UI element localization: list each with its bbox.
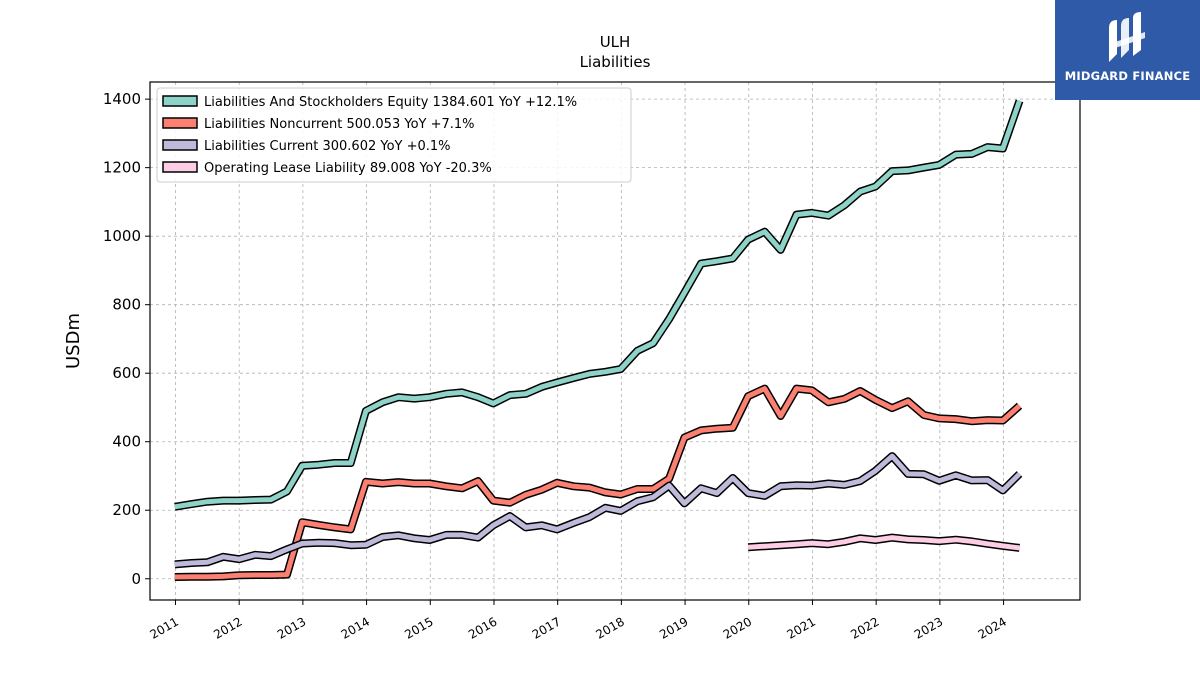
x-tick-label: 2013 [275, 614, 308, 641]
legend-label: Liabilities Noncurrent 500.053 YoY +7.1% [204, 117, 475, 132]
y-tick-label: 400 [112, 433, 141, 451]
y-tick-label: 1200 [103, 159, 141, 177]
x-tick-label: 2021 [785, 614, 818, 641]
legend-swatch [162, 95, 198, 107]
x-tick-label: 2023 [912, 614, 945, 641]
y-axis-label: USDm [63, 313, 84, 369]
brand-name: MIDGARD FINANCE [1064, 69, 1191, 83]
series-line [174, 386, 1022, 580]
x-tick-label: 2022 [848, 614, 881, 641]
x-tick-label: 2015 [402, 614, 435, 641]
y-tick-label: 600 [112, 364, 141, 382]
brand-mark-icon [1109, 12, 1145, 62]
legend-label: Operating Lease Liability 89.008 YoY -20… [204, 161, 492, 176]
legend-swatch [162, 117, 198, 129]
x-tick-label: 2017 [530, 614, 563, 641]
y-tick-label: 800 [112, 296, 141, 314]
y-tick-label: 200 [112, 501, 141, 519]
x-tick-label: 2012 [211, 614, 244, 641]
y-tick-label: 1000 [103, 227, 141, 245]
x-tick-label: 2024 [976, 614, 1009, 641]
x-tick-label: 2016 [466, 614, 499, 641]
legend-swatch [162, 161, 198, 173]
chart-title: ULH [600, 33, 631, 51]
series-group [174, 99, 1024, 581]
chart-subtitle: Liabilities [580, 53, 651, 71]
x-tick-label: 2018 [593, 614, 626, 641]
y-tick-label: 0 [131, 570, 141, 588]
series-line [174, 453, 1022, 567]
brand-logo: MIDGARD FINANCE [1055, 0, 1200, 100]
x-tick-label: 2019 [657, 614, 690, 641]
series-line [174, 99, 1022, 510]
x-axis: 2011 2012 2013 2014 2015 2016 2017 2018 2019 2020… [148, 600, 1009, 642]
x-tick-label: 2014 [339, 614, 372, 641]
legend-label: Liabilities Current 300.602 YoY +0.1% [204, 139, 451, 154]
series-line [747, 535, 1020, 551]
legend-swatch [162, 139, 198, 151]
legend-box [156, 87, 632, 183]
series-outline [174, 384, 1023, 581]
legend-label: Liabilities And Stockholders Equity 1384… [204, 95, 577, 110]
x-tick-label: 2020 [721, 614, 754, 641]
y-tick-label: 1400 [103, 90, 141, 108]
y-axis: 0 200 400 600 800 1000 1200 1400 [103, 90, 150, 588]
plot-frame [149, 81, 1081, 601]
x-tick-label: 2011 [148, 614, 181, 641]
legend: Liabilities And Stockholders Equity 1384… [156, 87, 632, 183]
